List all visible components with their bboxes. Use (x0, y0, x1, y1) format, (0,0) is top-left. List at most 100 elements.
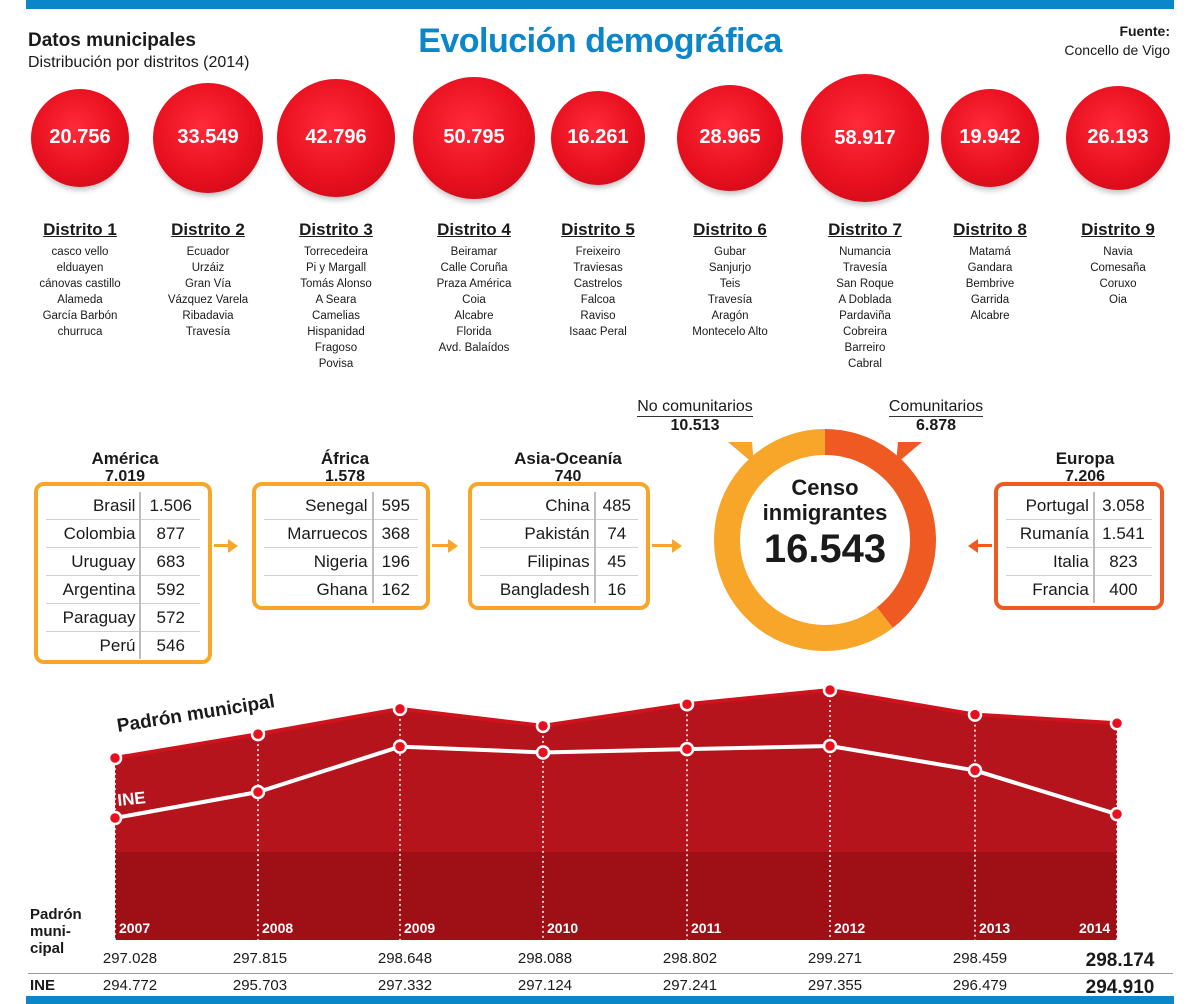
subtitle-main: Datos municipales (28, 30, 196, 51)
neighborhood: Pi y Margall (305, 262, 367, 274)
neighborhood: Coruxo (1099, 278, 1137, 290)
country-row: Ghana 162 (264, 575, 418, 603)
country-value: 683 (139, 547, 200, 576)
country-value: 595 (371, 492, 418, 520)
country-row: China 485 (480, 492, 638, 520)
country-name: Portugal (1025, 495, 1089, 515)
district-bubble: 42.796 (277, 79, 395, 197)
donut-center: Censo inmigrantes 16.543 (720, 475, 930, 571)
neighborhood: churruca (57, 326, 103, 338)
neighborhood: García Barbón (42, 310, 118, 322)
table-row-padron: 297.028 297.815 298.648 298.088 298.802 299.2… (0, 950, 1200, 972)
padron-point (392, 701, 408, 717)
neighborhood: Freixeiro (575, 246, 621, 258)
arrow-right-icon (672, 539, 682, 553)
region-asia-header: Asia-Oceanía 740 (478, 449, 658, 486)
year-tick-label: 2010 (547, 920, 578, 936)
neighborhood: Alcabre (454, 310, 494, 322)
neighborhood: Traviesas (573, 262, 623, 274)
padron-point (679, 696, 695, 712)
district-bubble: 58.917 (801, 74, 929, 202)
no-comunitarios-slice (714, 429, 893, 651)
padron-point (107, 750, 123, 766)
district-info: Distrito 4 Beiramar Calle Coruña Praza Amér… (409, 220, 539, 356)
region-africa-box: Senegal 595 Marruecos 368 Nigeria 196 Ghana 162 (252, 482, 430, 610)
neighborhood: Navia (1103, 246, 1133, 258)
neighborhood: A Doblada (838, 294, 892, 306)
country-name: Filipinas (480, 547, 595, 576)
neighborhood: Aragón (711, 310, 749, 322)
country-name: Colombia (46, 519, 141, 548)
country-name: Argentina (46, 575, 141, 604)
region-total: 740 (554, 468, 582, 485)
ine-point (1109, 806, 1125, 822)
page-title: Evolución demográfica (418, 22, 782, 60)
district-bubble: 20.756 (30, 88, 130, 188)
ine-point (822, 738, 838, 754)
country-name: Pakistán (480, 519, 595, 548)
neighborhood: cánovas castillo (39, 278, 121, 290)
country-value: 162 (371, 575, 418, 603)
country-row: Filipinas 45 (480, 547, 638, 576)
no-comunitarios-value: 10.513 (670, 417, 720, 434)
district-neighborhoods: Gubar Sanjurjo Teis Travesía Aragón Montecelo… (665, 244, 795, 340)
region-asia-table: China 485 Pakistán 74 Filipinas 45 Bangladesh 1… (480, 492, 638, 603)
ine-point (967, 763, 983, 778)
country-row: Bangladesh 16 (480, 575, 638, 603)
arrow-shaft (978, 544, 992, 547)
neighborhood: elduayen (56, 262, 104, 274)
district-neighborhoods: Freixeiro Traviesas Castrelos Falcoa Raviso I… (533, 244, 663, 340)
table-cell: 298.648 (377, 950, 433, 967)
district-info: Distrito 2 Ecuador Urzáiz Gran Vía Vázquez V… (143, 220, 273, 340)
district-info: Distrito 8 Matamá Gandara Bembrive Garrida Al… (925, 220, 1055, 324)
country-value: 400 (1092, 575, 1152, 603)
series-label-ine: INE (116, 788, 146, 810)
neighborhood: Comesaña (1090, 262, 1146, 274)
region-name: Asia-Oceanía (514, 449, 622, 468)
comunitarios-label: Comunitarios 6.878 (866, 398, 1006, 435)
country-name: China (545, 495, 590, 515)
country-row: Italia 823 (1006, 547, 1152, 576)
country-row: Brasil 1.506 (46, 492, 200, 520)
country-row: Perú 546 (46, 631, 200, 659)
immigrant-donut (714, 429, 936, 651)
neighborhood: Pardaviña (839, 310, 891, 322)
year-tick-label: 2007 (119, 920, 150, 936)
comunitarios-value: 6.878 (915, 417, 957, 434)
table-cell: 297.241 (662, 977, 718, 994)
district-info: Distrito 1 casco vello elduayen cánovas cas… (15, 220, 145, 340)
header-left: Datos municipales Distribución por distr… (28, 30, 249, 72)
region-europa-box: Portugal 3.058 Rumanía 1.541 Italia 823 Franci… (994, 482, 1164, 610)
neighborhood: Calle Coruña (440, 262, 508, 274)
region-asia-box: China 485 Pakistán 74 Filipinas 45 Bangladesh 1… (468, 482, 650, 610)
center-label: Censo inmigrantes (762, 475, 888, 525)
padron-point (250, 726, 266, 742)
neighborhood: A Seara (315, 294, 357, 306)
district-neighborhoods: Matamá Gandara Bembrive Garrida Alcabre (925, 244, 1055, 324)
bottom-bar (26, 996, 1174, 1004)
district-name: Distrito 8 (953, 220, 1027, 239)
subtitle-sub: Distribución por distritos (2014) (28, 54, 250, 71)
neighborhood: Isaac Peral (569, 326, 627, 338)
district-name: Distrito 9 (1081, 220, 1155, 239)
table-cell: 294.910 (1085, 977, 1155, 998)
country-value: 877 (139, 519, 200, 548)
country-name: Paraguay (46, 603, 141, 632)
neighborhood: Ribadavia (182, 310, 234, 322)
country-row: Nigeria 196 (264, 547, 418, 576)
district-neighborhoods: Torrecedeira Pi y Margall Tomás Alonso A Se… (271, 244, 401, 372)
country-value: 196 (371, 547, 418, 576)
country-name: Nigeria (264, 547, 373, 576)
region-europa-header: Europa 7.206 (1010, 450, 1160, 486)
year-tick-label: 2011 (691, 920, 722, 936)
neighborhood: Oia (1109, 294, 1127, 306)
region-name: América (91, 449, 159, 468)
region-name: África (320, 449, 370, 468)
table-row-ine: 294.772 295.703 297.332 297.124 297.241 297.3… (0, 977, 1200, 999)
neighborhood: Praza América (436, 278, 512, 290)
country-value: 45 (593, 547, 638, 576)
region-africa-header: África 1.578 (270, 449, 420, 486)
country-name: Rumanía (1006, 519, 1094, 548)
country-row: Paraguay 572 (46, 603, 200, 632)
district-neighborhoods: Ecuador Urzáiz Gran Vía Vázquez Varela Ribad… (143, 244, 273, 340)
